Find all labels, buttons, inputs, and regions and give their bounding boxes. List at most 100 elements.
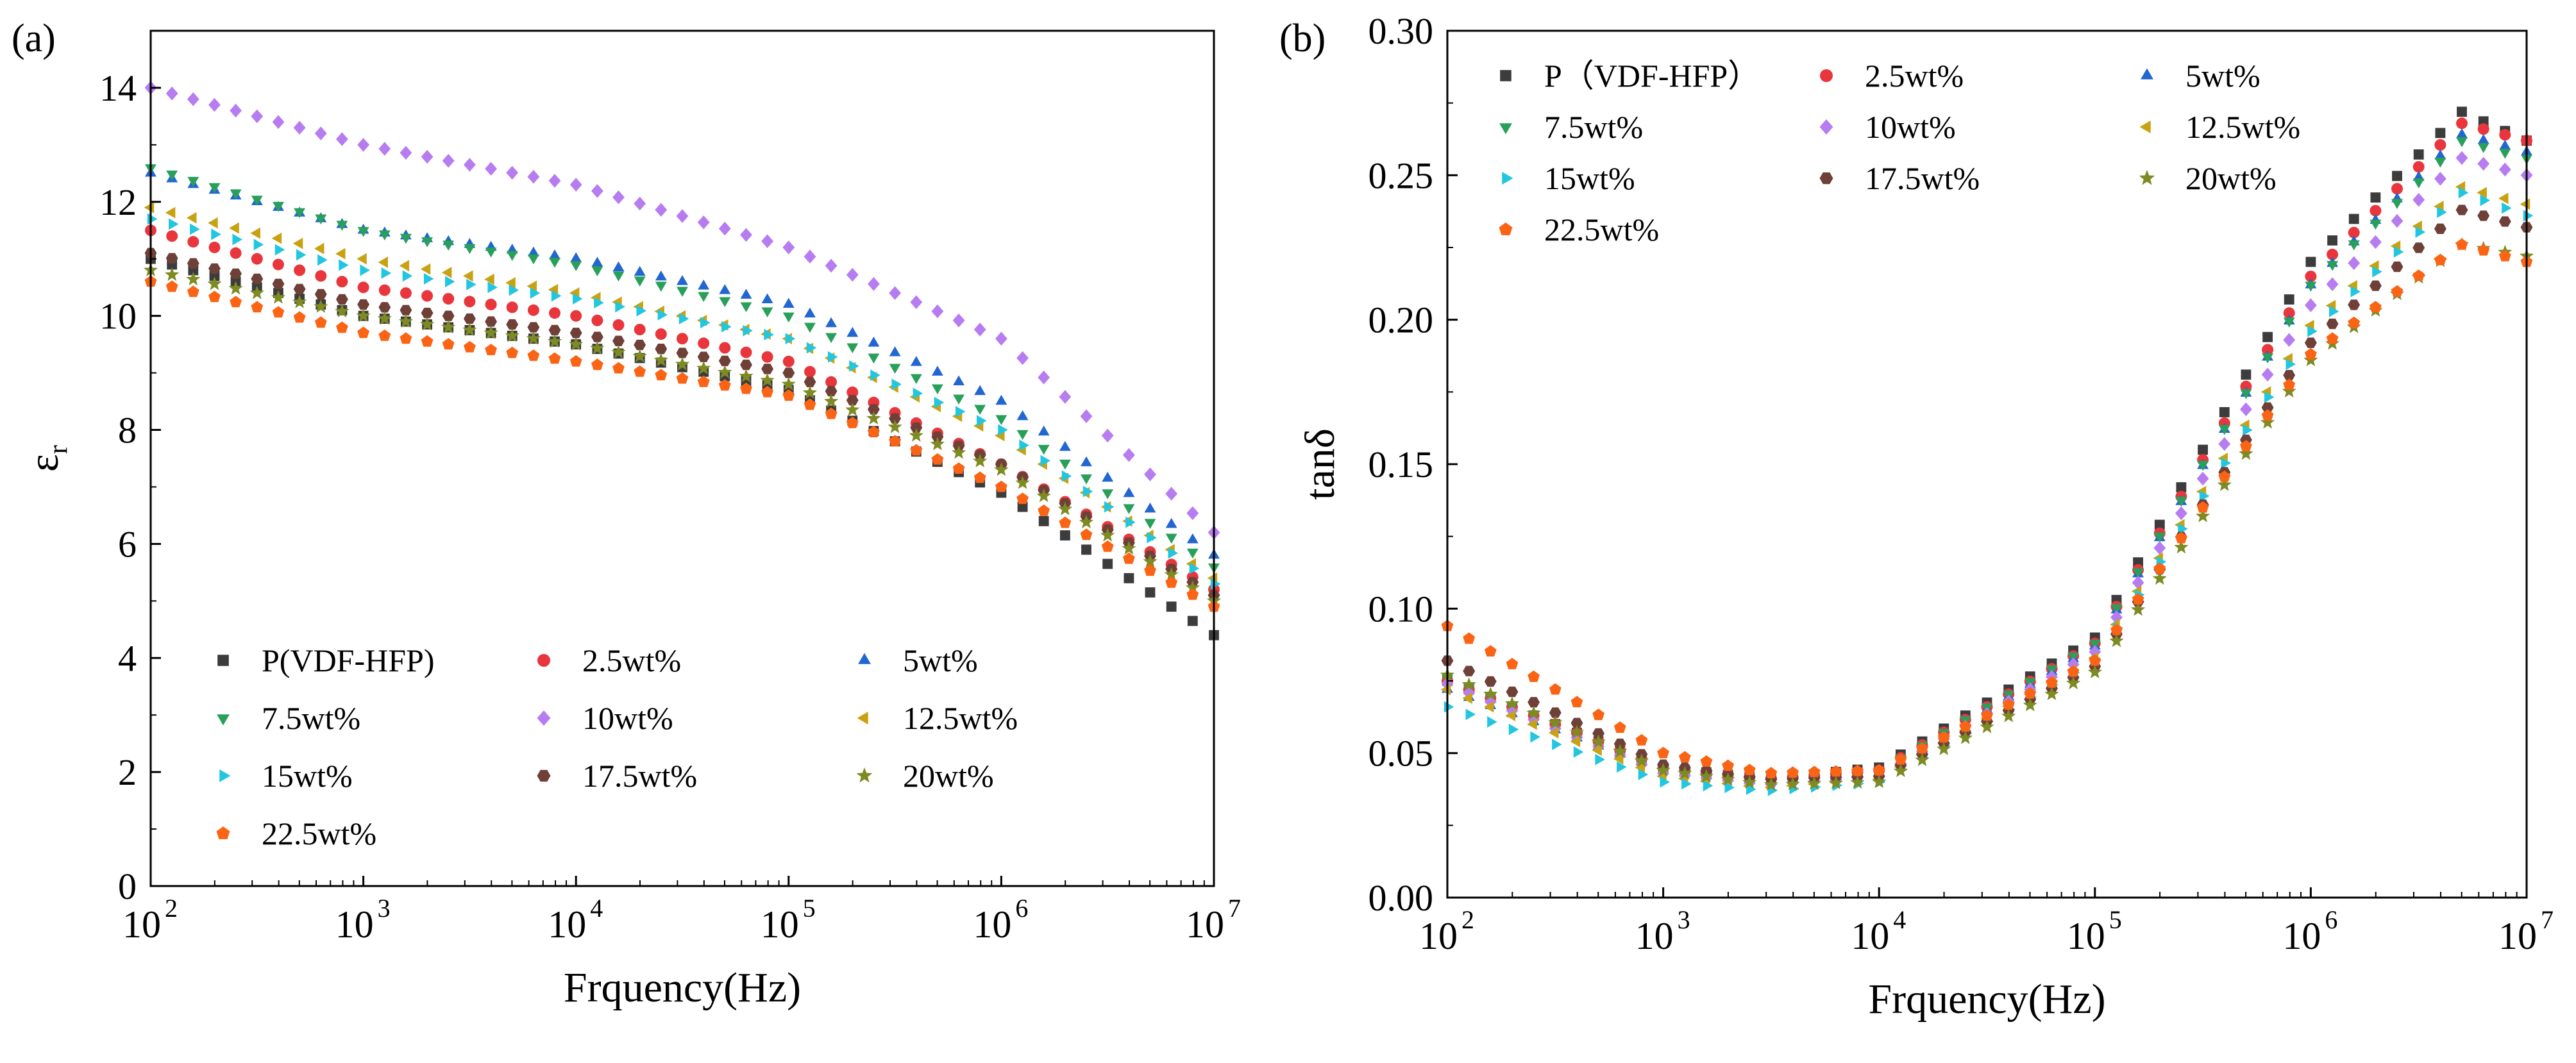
data-point	[1724, 782, 1735, 794]
x-tick-exponent: 5	[2109, 905, 2122, 934]
data-point	[2283, 378, 2296, 390]
data-point	[400, 146, 412, 160]
data-point	[292, 237, 303, 249]
data-point	[1165, 517, 1177, 528]
data-point	[484, 325, 498, 339]
x-axis-label: Frquency(Hz)	[1868, 976, 2105, 1023]
data-point	[952, 462, 965, 474]
data-point	[169, 218, 179, 230]
data-point	[1528, 670, 1540, 682]
y-tick-label: 0	[118, 866, 137, 907]
data-point	[1102, 558, 1113, 569]
legend-label: 12.5wt%	[2185, 109, 2300, 145]
data-point	[2089, 654, 2101, 666]
data-point	[676, 372, 689, 384]
data-point	[591, 314, 603, 326]
data-point	[1461, 677, 1476, 691]
data-point	[2412, 161, 2425, 173]
data-point	[1570, 717, 1583, 728]
data-point	[315, 214, 327, 225]
data-point	[698, 292, 710, 303]
data-point	[165, 280, 178, 292]
data-point	[743, 324, 753, 337]
data-point	[867, 277, 880, 291]
data-point	[2348, 256, 2361, 271]
data-point	[400, 332, 412, 344]
data-point	[806, 342, 817, 354]
x-tick-label: 10	[1419, 915, 1458, 957]
data-point	[1981, 709, 1993, 721]
data-point	[995, 394, 1007, 405]
data-point	[187, 176, 199, 187]
data-point	[2477, 156, 2490, 171]
x-tick-label: 10	[548, 903, 586, 946]
x-axis-ticks: 10 2 10 3 10 4 10 5 10 6 10 7	[122, 876, 1241, 946]
data-point	[2110, 604, 2123, 614]
x-tick-label: 10	[2282, 915, 2321, 957]
data-point	[1808, 766, 1821, 778]
data-point	[2348, 299, 2361, 310]
data-point	[2477, 123, 2489, 135]
data-point	[2286, 358, 2296, 371]
data-point	[506, 346, 519, 358]
data-point	[1721, 772, 1735, 786]
data-point	[2197, 460, 2209, 471]
data-point	[357, 253, 367, 265]
data-point	[1504, 696, 1520, 710]
data-point	[1505, 710, 1516, 722]
data-point	[441, 267, 452, 279]
data-point	[1591, 734, 1606, 748]
data-point	[2153, 562, 2166, 574]
data-point	[953, 394, 965, 405]
legend-marker	[1499, 123, 1512, 135]
data-point	[1613, 721, 1626, 733]
data-point	[1462, 692, 1472, 704]
x-tick-exponent: 4	[1893, 905, 1906, 934]
data-point	[230, 268, 242, 280]
data-point	[1100, 528, 1115, 542]
data-point	[485, 247, 497, 258]
data-point	[314, 289, 327, 300]
data-point	[1635, 762, 1646, 774]
data-point	[2456, 117, 2468, 130]
data-point	[973, 322, 986, 337]
data-point	[1040, 455, 1051, 467]
legend-item-15wt: 15wt%	[219, 758, 353, 794]
data-point	[1613, 739, 1626, 749]
data-point	[2283, 333, 2296, 347]
data-point	[1038, 444, 1050, 455]
legend-marker	[2141, 68, 2153, 80]
data-point	[889, 435, 902, 447]
data-point	[868, 337, 880, 347]
data-point	[1681, 778, 1692, 790]
data-point	[1703, 780, 1713, 792]
data-point	[485, 162, 498, 176]
data-point	[634, 324, 646, 335]
data-point	[1851, 764, 1864, 776]
data-point	[827, 351, 838, 363]
data-point	[804, 322, 816, 333]
data-point	[357, 299, 370, 310]
data-point	[653, 353, 668, 367]
data-point	[1638, 769, 1649, 780]
data-point	[889, 286, 902, 300]
legend-item-15wt: 15wt%	[1502, 160, 1635, 196]
data-point	[2305, 256, 2316, 267]
data-point	[1080, 409, 1093, 423]
data-point	[2348, 226, 2360, 239]
data-point	[2264, 391, 2275, 403]
x-tick-label: 10	[2067, 915, 2105, 957]
data-point	[781, 376, 796, 390]
data-point	[846, 343, 859, 354]
data-point	[1147, 532, 1157, 544]
data-point	[952, 314, 965, 328]
data-point	[400, 305, 412, 315]
data-point	[1122, 540, 1136, 555]
data-point	[271, 290, 286, 304]
data-point	[2415, 226, 2426, 238]
data-point	[2261, 402, 2274, 413]
data-point	[357, 138, 370, 152]
data-point	[441, 319, 456, 333]
legend-marker	[857, 712, 868, 724]
